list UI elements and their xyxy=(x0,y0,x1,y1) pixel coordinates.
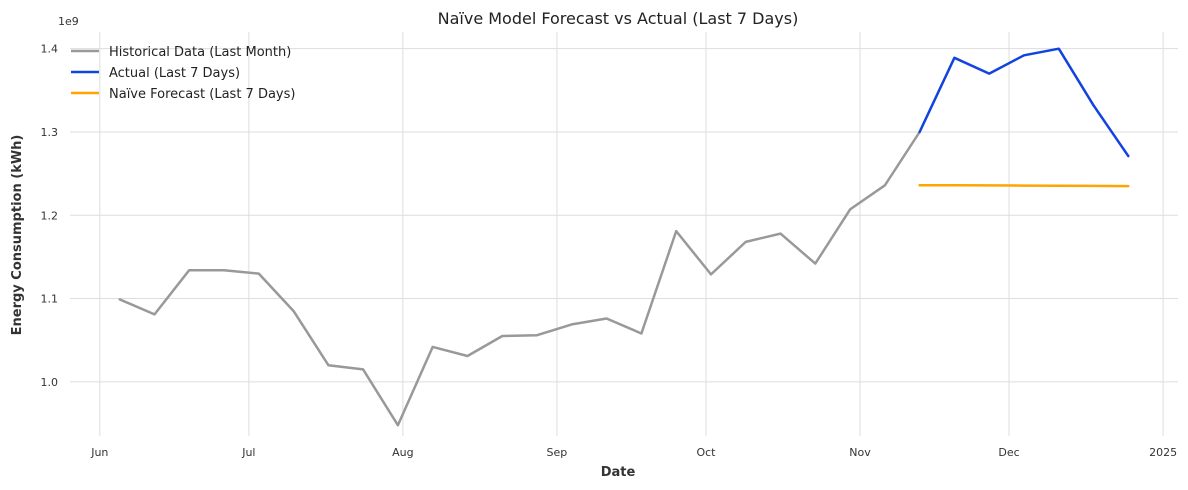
x-tick-label: Aug xyxy=(392,446,413,459)
y-tick-label: 1.2 xyxy=(41,209,59,222)
y-tick-label: 1.4 xyxy=(41,43,59,56)
x-tick-label: Nov xyxy=(849,446,871,459)
x-tick-label: Dec xyxy=(998,446,1019,459)
series-line-0 xyxy=(118,130,921,427)
series-lines xyxy=(118,47,1130,427)
series-line-1 xyxy=(918,47,1130,158)
y-tick-label: 1.1 xyxy=(41,293,59,306)
y-tick-label: 1.0 xyxy=(41,376,59,389)
legend-label: Actual (Last 7 Days) xyxy=(109,66,240,81)
legend-label: Historical Data (Last Month) xyxy=(109,45,291,60)
chart-title: Naïve Model Forecast vs Actual (Last 7 D… xyxy=(438,9,799,28)
x-tick-label: 2025 xyxy=(1149,446,1177,459)
x-axis-label: Date xyxy=(601,465,636,480)
x-tick-label: Sep xyxy=(547,446,568,459)
x-tick-label: Jul xyxy=(241,446,255,459)
y-axis-label: Energy Consumption (kWh) xyxy=(10,135,25,336)
x-axis-ticks: Jun Jul Aug Sep Oct Nov Dec 2025 xyxy=(90,446,1177,459)
y-offset-label: 1e9 xyxy=(58,15,79,28)
x-tick-label: Oct xyxy=(696,446,716,459)
x-tick-label: Jun xyxy=(90,446,108,459)
series-line-2 xyxy=(918,184,1130,188)
grid xyxy=(70,32,1178,436)
y-tick-label: 1.3 xyxy=(41,126,59,139)
legend-label: Naïve Forecast (Last 7 Days) xyxy=(109,87,295,102)
legend: Historical Data (Last Month) Actual (Last… xyxy=(71,45,295,102)
y-axis-ticks: 1.0 1.1 1.2 1.3 1.4 xyxy=(41,43,59,389)
